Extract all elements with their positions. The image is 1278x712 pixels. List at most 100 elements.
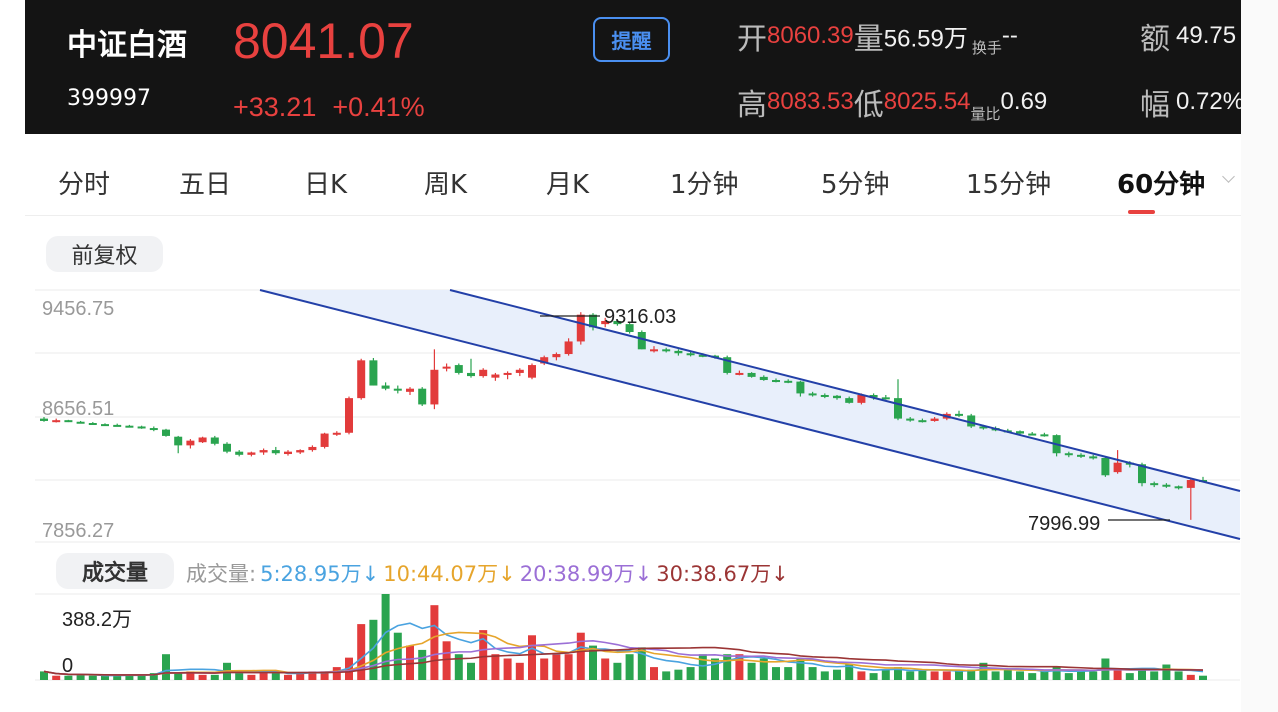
candle-body	[1016, 431, 1024, 434]
volume-bar	[88, 675, 97, 680]
volume-bar	[369, 619, 378, 680]
stat-open: 开8060.39量56.59万 换手--	[737, 14, 1018, 58]
candle-body	[76, 421, 85, 424]
volume-bar	[1089, 671, 1098, 680]
tab-intraday[interactable]: 分时	[58, 170, 111, 200]
volume-bar	[979, 662, 988, 680]
volume-bar	[613, 662, 622, 680]
candle-body	[613, 320, 622, 325]
candle-body	[1174, 486, 1183, 489]
volume-bar	[467, 662, 475, 680]
tab-5min[interactable]: 5分钟	[821, 170, 890, 200]
adjust-button[interactable]: 前复权	[46, 236, 163, 272]
candle-body	[1162, 484, 1171, 487]
candle-body	[662, 349, 671, 352]
price-change: +33.21 +0.41%	[233, 92, 441, 123]
candle-body	[1040, 434, 1049, 437]
candle-body	[479, 369, 488, 377]
candle-body	[650, 349, 658, 352]
candle-body	[52, 420, 61, 423]
open-label: 开	[737, 22, 767, 57]
high-label: 高	[737, 88, 767, 123]
candle-body	[698, 354, 707, 357]
tab-five-day[interactable]: 五日	[179, 170, 232, 200]
axis-label-mid: 8656.51	[42, 398, 115, 420]
candle-body	[101, 424, 109, 427]
volume-bar	[247, 674, 256, 680]
candle-body	[833, 395, 841, 399]
candle-body	[1064, 453, 1073, 456]
volume-bar	[149, 673, 158, 680]
volume-bar	[650, 667, 658, 680]
volume-max-label: 388.2万	[62, 609, 133, 631]
candle-body	[686, 353, 695, 356]
candle-body	[1186, 480, 1195, 488]
volume-bar	[1052, 667, 1061, 680]
volume-bar	[845, 664, 854, 680]
volume-indicator-button[interactable]: 成交量	[56, 553, 174, 589]
volume-bar	[271, 673, 280, 680]
tab-weekly-k[interactable]: 周K	[424, 170, 468, 200]
volume-bar	[747, 662, 756, 680]
low-label: 低	[853, 88, 884, 123]
volume-ratio-value: 0.69	[1000, 88, 1048, 115]
volume-bar	[503, 658, 512, 680]
candle-body	[259, 450, 268, 453]
tab-15min[interactable]: 15分钟	[966, 170, 1052, 200]
volume-bar	[296, 673, 305, 680]
volume-bars	[40, 594, 1207, 680]
candle-body	[674, 350, 683, 354]
candle-body	[759, 376, 768, 381]
volume-bar	[906, 671, 915, 680]
candle-body	[540, 357, 549, 364]
volume-bar	[113, 675, 122, 680]
candles	[40, 312, 1207, 520]
index-name: 中证白酒	[67, 28, 187, 63]
high-value: 8083.53	[767, 88, 854, 115]
candle-body	[88, 423, 97, 426]
candle-body	[723, 357, 732, 373]
candle-body	[332, 432, 341, 435]
volume-bar	[357, 624, 366, 680]
volume-bar	[1138, 669, 1146, 680]
candle-body	[735, 372, 744, 375]
volume-bar	[589, 645, 597, 680]
candle-body	[796, 381, 805, 394]
volume-bar	[857, 671, 866, 680]
change-value: +33.21	[233, 92, 317, 122]
volume-ma-lines	[43, 622, 1204, 677]
volume-bar	[332, 667, 341, 680]
candle-body	[418, 388, 427, 405]
volume-bar	[1113, 669, 1122, 680]
volume-label: 量	[853, 22, 884, 57]
volume-bar	[393, 632, 402, 680]
candle-body	[393, 388, 402, 391]
volume-bar	[1174, 671, 1183, 680]
tab-60min[interactable]: 60分钟	[1117, 170, 1206, 200]
tab-daily-k[interactable]: 日K	[304, 170, 348, 200]
volume-bar	[686, 667, 695, 680]
volume-bar	[552, 654, 561, 680]
volume-bar	[406, 645, 414, 680]
volume-label: 成交量:	[186, 562, 257, 586]
axis-label-bottom: 7856.27	[42, 520, 115, 542]
stat-high-low: 高8083.53低8025.54量比0.69	[737, 80, 1047, 124]
axis-label-top: 9456.75	[42, 298, 115, 320]
volume-bar	[930, 671, 939, 680]
candle-body	[137, 426, 146, 429]
candle-body	[271, 450, 280, 454]
alert-button[interactable]: 提醒	[593, 17, 670, 62]
candle-body	[369, 360, 378, 386]
volume-bar	[454, 654, 463, 680]
last-price: 8041.07	[233, 13, 414, 69]
volume-bar	[711, 658, 719, 680]
tab-1min[interactable]: 1分钟	[670, 170, 739, 200]
candle-body	[430, 369, 439, 405]
volume-bar	[1064, 673, 1073, 680]
candle-body	[174, 436, 183, 446]
open-value: 8060.39	[767, 22, 854, 49]
tab-monthly-k[interactable]: 月K	[546, 170, 590, 200]
candle-body	[467, 372, 475, 377]
candle-body	[357, 360, 366, 399]
candle-body	[1138, 464, 1146, 484]
